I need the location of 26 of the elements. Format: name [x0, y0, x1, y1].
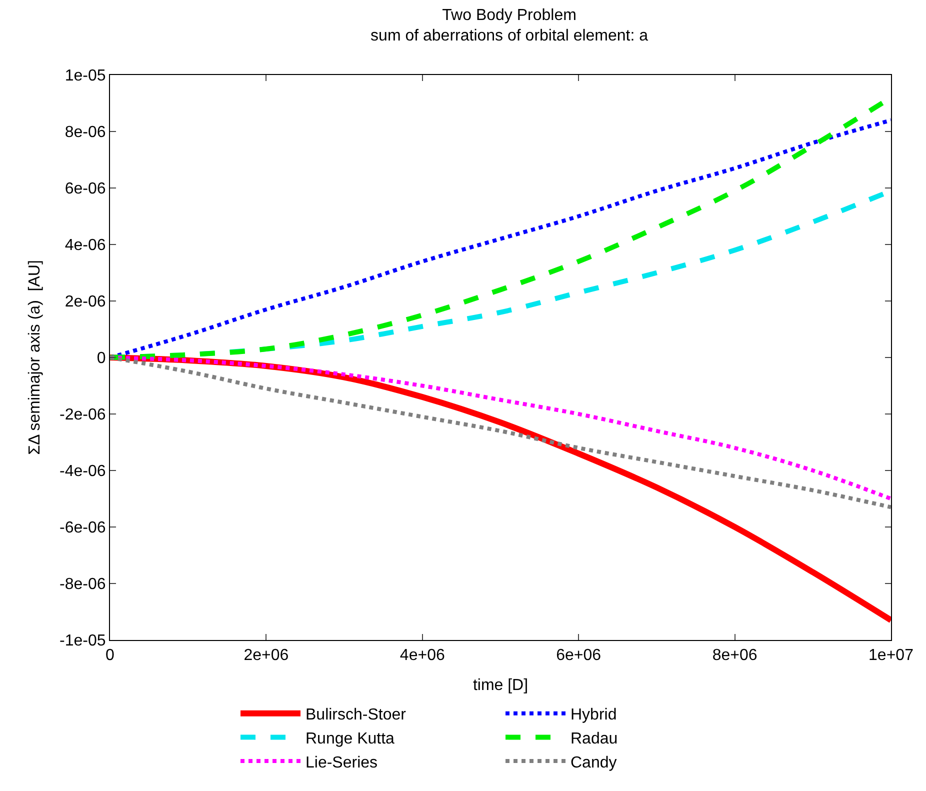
x-axis-title: time [D]	[472, 676, 528, 694]
y-tick-label: 0	[96, 350, 106, 368]
chart-title: Two Body Problem	[442, 6, 576, 24]
x-tick-label: 8e+06	[712, 647, 758, 664]
y-axis-title: ΣΔ semimajor axis (a) [AU]	[26, 260, 44, 455]
legend-label: Lie-Series	[306, 754, 378, 772]
y-tick-label: 2e-06	[64, 294, 106, 311]
legend-label: Radau	[570, 730, 618, 748]
y-tick-label: 1e-05	[64, 68, 106, 85]
legend-label: Runge Kutta	[306, 730, 395, 748]
legend-label: Bulirsch-Stoer	[306, 706, 407, 724]
y-tick-label: -8e-06	[60, 576, 106, 594]
chart-subtitle: sum of aberrations of orbital element: a	[370, 28, 648, 45]
legend-label: Hybrid	[570, 706, 617, 724]
legend-label: Candy	[570, 754, 617, 772]
y-tick-label: -2e-06	[60, 406, 106, 424]
y-tick-label: 4e-06	[64, 237, 106, 254]
y-tick-label: 8e-06	[64, 124, 106, 142]
x-tick-label: 2e+06	[244, 647, 289, 664]
y-tick-label: -1e-05	[60, 632, 106, 650]
x-tick-label: 1e+07	[868, 647, 914, 664]
x-tick-label: 4e+06	[400, 647, 445, 664]
y-tick-label: 6e-06	[64, 180, 106, 198]
y-tick-label: -6e-06	[60, 520, 106, 537]
y-tick-label: -4e-06	[60, 463, 106, 480]
x-tick-label: 6e+06	[556, 647, 602, 664]
